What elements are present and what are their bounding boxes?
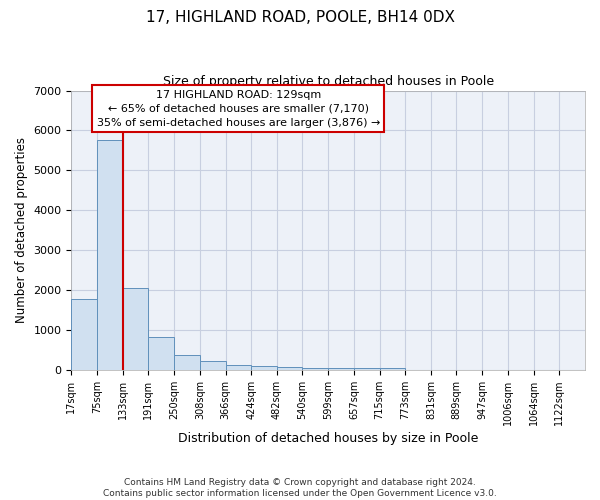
Bar	[380, 368, 405, 370]
Bar	[71, 299, 97, 370]
Bar	[226, 366, 251, 370]
Bar	[200, 361, 226, 370]
Text: 17, HIGHLAND ROAD, POOLE, BH14 0DX: 17, HIGHLAND ROAD, POOLE, BH14 0DX	[146, 10, 455, 25]
Bar	[148, 336, 174, 370]
Bar	[354, 368, 380, 370]
Title: Size of property relative to detached houses in Poole: Size of property relative to detached ho…	[163, 75, 494, 88]
Text: 17 HIGHLAND ROAD: 129sqm
← 65% of detached houses are smaller (7,170)
35% of sem: 17 HIGHLAND ROAD: 129sqm ← 65% of detach…	[97, 90, 380, 128]
X-axis label: Distribution of detached houses by size in Poole: Distribution of detached houses by size …	[178, 432, 478, 445]
Text: Contains HM Land Registry data © Crown copyright and database right 2024.
Contai: Contains HM Land Registry data © Crown c…	[103, 478, 497, 498]
Bar	[302, 368, 328, 370]
Bar	[277, 367, 302, 370]
Bar	[97, 140, 122, 370]
Bar	[328, 368, 354, 370]
Y-axis label: Number of detached properties: Number of detached properties	[15, 137, 28, 323]
Bar	[174, 356, 200, 370]
Bar	[122, 288, 148, 370]
Bar	[251, 366, 277, 370]
